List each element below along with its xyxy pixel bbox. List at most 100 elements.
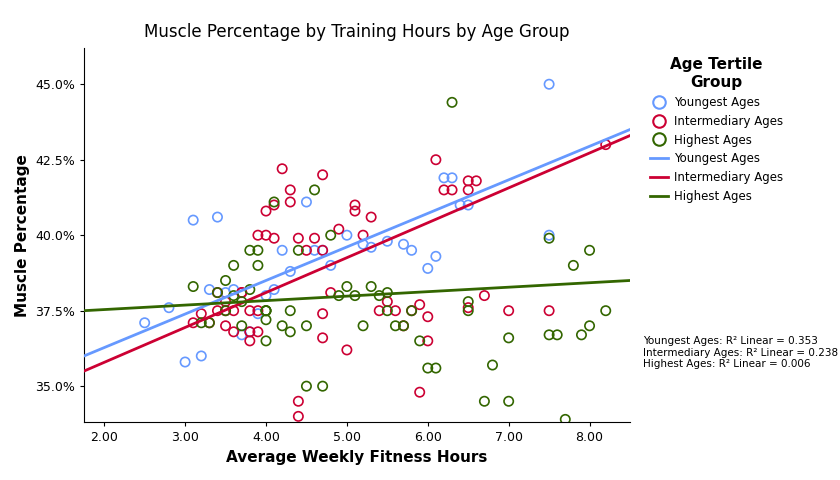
Point — [316, 334, 329, 342]
Point — [583, 246, 596, 254]
Point — [284, 198, 297, 206]
Point — [211, 289, 224, 297]
Point — [438, 186, 451, 194]
Point — [316, 246, 329, 254]
Point — [454, 201, 467, 209]
Point — [276, 322, 289, 330]
Point — [340, 346, 354, 354]
Point — [365, 243, 378, 251]
Point — [291, 234, 305, 242]
Point — [316, 246, 329, 254]
Point — [421, 364, 434, 372]
Point — [284, 186, 297, 194]
Point — [251, 262, 265, 269]
Point — [478, 292, 491, 300]
Point — [389, 307, 402, 314]
X-axis label: Average Weekly Fitness Hours: Average Weekly Fitness Hours — [226, 450, 488, 465]
Point — [276, 165, 289, 173]
Point — [300, 246, 313, 254]
Point — [195, 310, 208, 318]
Point — [486, 361, 499, 369]
Point — [186, 319, 200, 326]
Point — [300, 322, 313, 330]
Point — [260, 231, 273, 239]
Point — [291, 246, 305, 254]
Point — [227, 307, 240, 314]
Point — [445, 98, 459, 106]
Point — [235, 331, 249, 339]
Point — [202, 319, 216, 326]
Point — [300, 383, 313, 390]
Point — [267, 286, 281, 293]
Point — [316, 383, 329, 390]
Point — [381, 289, 394, 297]
Point — [381, 307, 394, 314]
Point — [324, 231, 338, 239]
Point — [381, 298, 394, 305]
Point — [396, 240, 410, 248]
Point — [260, 307, 273, 314]
Point — [429, 252, 443, 260]
Y-axis label: Muscle Percentage: Muscle Percentage — [14, 154, 29, 317]
Point — [559, 416, 572, 423]
Point — [543, 331, 556, 339]
Point — [260, 337, 273, 345]
Point — [202, 319, 216, 326]
Point — [461, 298, 475, 305]
Point — [575, 331, 588, 339]
Point — [211, 289, 224, 297]
Point — [543, 307, 556, 314]
Point — [227, 328, 240, 336]
Point — [405, 246, 418, 254]
Point — [260, 316, 273, 324]
Point — [356, 231, 370, 239]
Point — [186, 283, 200, 290]
Point — [219, 307, 233, 314]
Point — [316, 310, 329, 318]
Point — [260, 307, 273, 314]
Point — [251, 310, 265, 318]
Point — [356, 240, 370, 248]
Point — [550, 331, 564, 339]
Point — [291, 397, 305, 405]
Point — [405, 307, 418, 314]
Point — [396, 322, 410, 330]
Point — [195, 352, 208, 360]
Point — [316, 171, 329, 179]
Point — [284, 328, 297, 336]
Point — [284, 307, 297, 314]
Point — [251, 328, 265, 336]
Point — [227, 286, 240, 293]
Point — [243, 328, 256, 336]
Point — [543, 234, 556, 242]
Point — [219, 276, 233, 284]
Point — [267, 201, 281, 209]
Point — [413, 301, 427, 309]
Point — [356, 322, 370, 330]
Point — [219, 307, 233, 314]
Point — [211, 213, 224, 221]
Point — [251, 246, 265, 254]
Point — [413, 337, 427, 345]
Point — [502, 334, 516, 342]
Point — [438, 174, 451, 181]
Point — [243, 286, 256, 293]
Point — [300, 198, 313, 206]
Point — [413, 388, 427, 396]
Point — [332, 225, 345, 233]
Point — [219, 298, 233, 305]
Point — [461, 186, 475, 194]
Point — [260, 307, 273, 314]
Point — [372, 307, 386, 314]
Point — [219, 289, 233, 297]
Point — [365, 213, 378, 221]
Title: Muscle Percentage by Training Hours by Age Group: Muscle Percentage by Training Hours by A… — [144, 23, 570, 41]
Point — [227, 292, 240, 300]
Point — [461, 304, 475, 312]
Point — [567, 262, 580, 269]
Point — [396, 322, 410, 330]
Point — [138, 319, 151, 326]
Point — [543, 80, 556, 88]
Point — [599, 141, 612, 148]
Point — [284, 267, 297, 275]
